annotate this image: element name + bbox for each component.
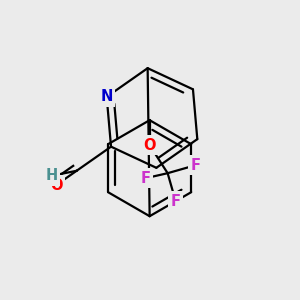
Text: O: O xyxy=(50,178,62,193)
Text: H: H xyxy=(46,168,58,183)
Text: F: F xyxy=(171,194,181,209)
Text: N: N xyxy=(100,89,113,104)
Text: O: O xyxy=(143,138,156,153)
Text: F: F xyxy=(190,158,201,173)
Text: F: F xyxy=(141,171,151,186)
